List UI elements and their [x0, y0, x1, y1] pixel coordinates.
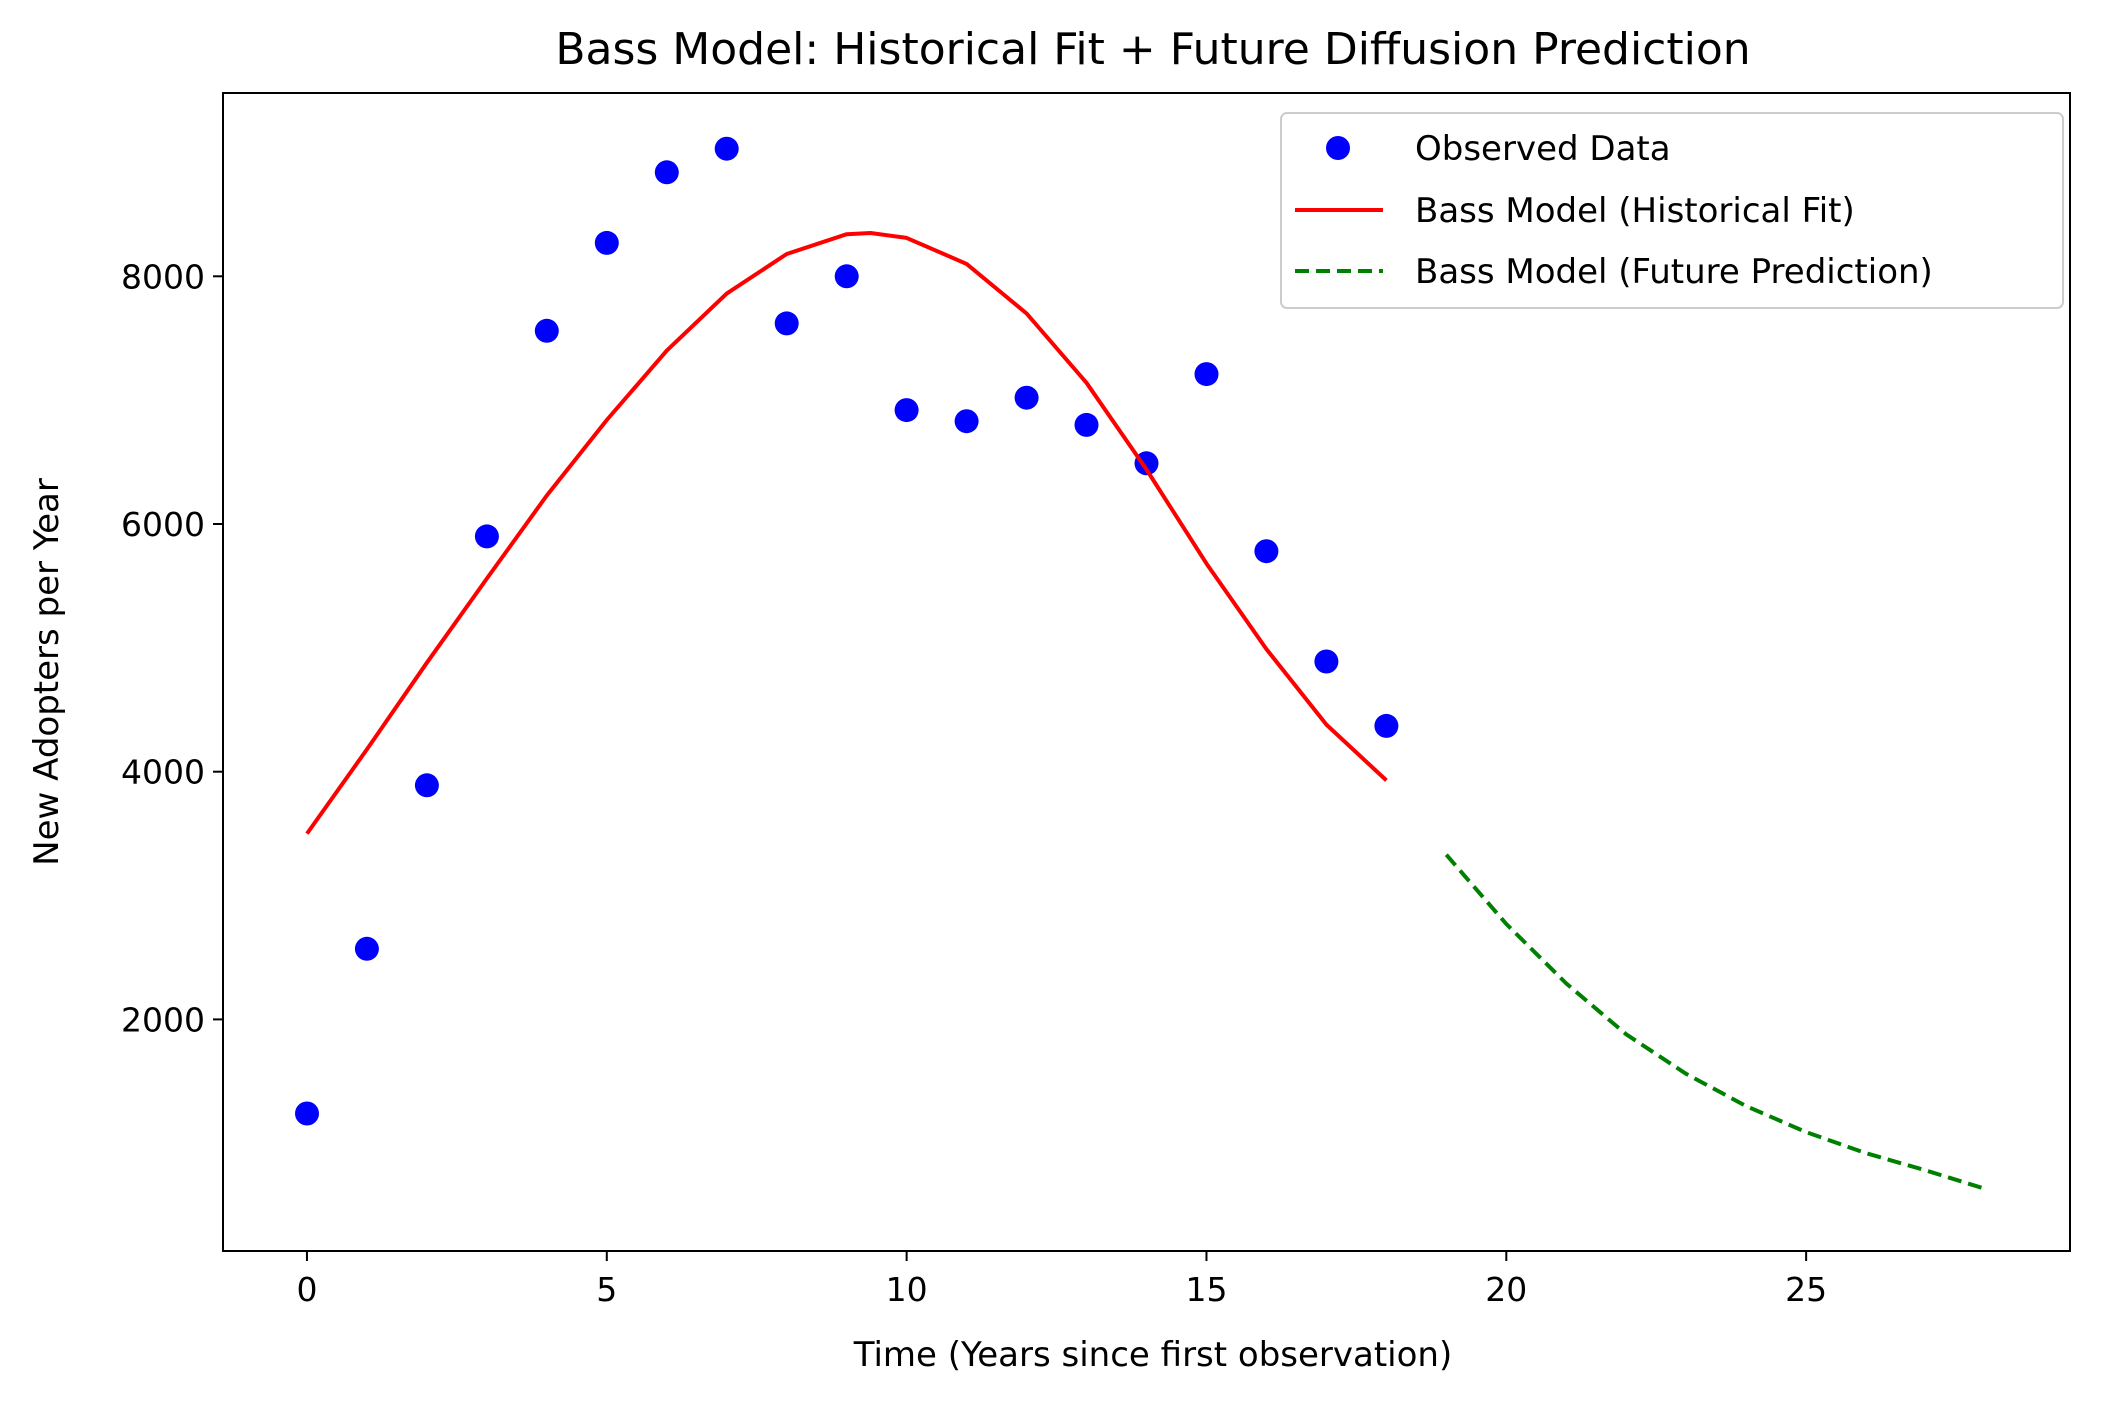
plot-area — [295, 136, 1987, 1192]
data-point-5 — [594, 230, 619, 255]
x-tick-label: 5 — [596, 1270, 617, 1309]
legend-box — [1280, 112, 2064, 309]
data-point-10 — [894, 398, 919, 423]
x-axis: 0 5 10 15 20 25 — [296, 1251, 1827, 1309]
data-point-9 — [834, 264, 859, 289]
plot-frame — [222, 92, 2071, 1252]
x-tick-label: 0 — [296, 1270, 317, 1309]
data-point-3 — [474, 524, 499, 549]
data-point-14 — [1134, 451, 1159, 476]
series-line-bass-model-historical-fit — [305, 231, 1388, 835]
data-point-15 — [1194, 362, 1219, 387]
data-point-17 — [1314, 649, 1339, 674]
legend-marker-observed — [1326, 136, 1350, 160]
data-point-13 — [1074, 412, 1099, 437]
data-point-6 — [654, 160, 679, 185]
data-point-8 — [774, 311, 799, 336]
x-tick-label: 10 — [886, 1270, 928, 1309]
legend-label-future-prediction: Bass Model (Future Prediction) — [1415, 252, 1933, 292]
x-tick-label: 15 — [1185, 1270, 1227, 1309]
chart-title: Bass Model: Historical Fit + Future Diff… — [555, 24, 1750, 75]
series-line-bass-model-future-prediction — [1444, 853, 1987, 1192]
y-tick-label: 4000 — [121, 753, 205, 792]
data-point-4 — [534, 318, 559, 343]
y-axis-label: New Adopters per Year — [27, 478, 67, 866]
legend-label-historical-fit: Bass Model (Historical Fit) — [1415, 191, 1855, 231]
data-point-12 — [1014, 385, 1039, 410]
y-tick-label: 8000 — [121, 257, 205, 296]
data-point-2 — [414, 773, 439, 798]
data-point-0 — [295, 1101, 319, 1126]
data-point-18 — [1374, 713, 1399, 738]
data-point-16 — [1254, 539, 1279, 564]
x-tick-label: 25 — [1785, 1270, 1827, 1309]
data-point-1 — [354, 936, 379, 961]
y-tick-label: 2000 — [121, 1000, 205, 1039]
y-axis: 2000 4000 6000 8000 — [121, 257, 223, 1039]
x-tick-label: 20 — [1485, 1270, 1527, 1309]
y-tick-label: 6000 — [121, 505, 205, 544]
legend-label-observed: Observed Data — [1415, 129, 1671, 169]
data-point-7 — [714, 136, 739, 161]
data-point-11 — [954, 409, 979, 434]
x-axis-label: Time (Years since first observation) — [853, 1335, 1453, 1375]
legend: Observed Data Bass Model (Historical Fit… — [1280, 112, 2064, 309]
